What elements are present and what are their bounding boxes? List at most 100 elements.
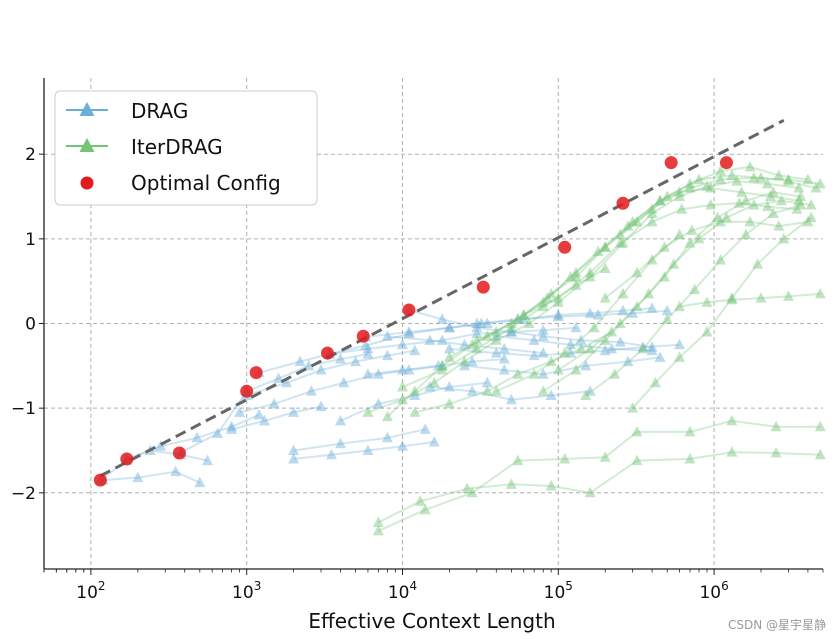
legend: DRAG IterDRAG Optimal Config [54,90,318,206]
series-point-drag [498,342,510,354]
series-point-iterdrag [436,364,448,375]
series-point-drag [288,444,300,455]
series-point-iterdrag [793,182,805,193]
series-point-iterdrag [689,283,701,295]
series-point-drag [565,338,577,350]
series-line-iterdrag [631,216,812,409]
series-point-iterdrag [676,203,688,214]
series-point-iterdrag [362,406,374,417]
series-point-drag [458,359,470,371]
series-point-iterdrag [552,296,564,307]
series-point-iterdrag [764,190,776,202]
series-line-drag [239,364,443,414]
series-line-drag [258,322,482,374]
series-point-iterdrag [414,495,426,506]
series-point-drag [674,338,686,350]
series-point-iterdrag [684,452,696,464]
series-point-iterdrag [458,355,470,367]
series-point-drag [403,327,415,339]
series-point-iterdrag [674,228,686,240]
series-point-iterdrag [748,198,760,210]
optimal-layer [93,156,733,487]
series-point-drag [490,330,502,341]
series-point-iterdrag [805,198,817,210]
series-point-drag [362,368,374,379]
series-point-drag [552,309,564,320]
series-point-iterdrag [599,451,611,462]
series-line-drag [365,307,653,338]
series-point-drag [570,321,582,333]
series-point-drag [280,376,292,388]
series-point-drag [335,414,347,426]
series-point-drag [305,385,317,396]
series-point-drag [606,342,618,354]
series-point-iterdrag [528,368,540,379]
watermark-text: CSDN @星宇星静 [728,618,826,632]
series-point-iterdrag [545,355,557,367]
series-point-drag [381,330,393,341]
series-point-drag [372,397,384,409]
series-point-drag [505,325,517,337]
series-point-iterdrag [643,287,655,299]
series-point-drag [338,376,350,388]
series-point-iterdrag [715,254,727,265]
series-point-iterdrag [443,351,455,362]
series-point-iterdrag [791,203,803,214]
series-point-drag [614,336,626,347]
series-point-drag [409,389,421,400]
series-point-drag [471,321,483,333]
series-point-iterdrag [646,215,658,227]
series-point-drag [537,347,549,358]
series-point-iterdrag [693,173,705,185]
series-point-drag [170,465,182,477]
series-point-iterdrag [559,347,571,358]
series-line-iterdrag [377,451,821,524]
series-point-iterdrag [793,194,805,206]
series-point-iterdrag [523,317,535,328]
series-line-drag [449,343,680,357]
optimal-config-point [93,473,107,487]
series-point-iterdrag [631,425,643,437]
series-point-drag [466,385,478,396]
series-point-drag [362,444,374,455]
series-point-iterdrag [436,359,448,371]
optimal-config-point [402,303,416,317]
series-point-iterdrag [814,177,826,189]
series-point-iterdrag [565,270,577,282]
series-point-drag [545,389,557,400]
series-point-drag [335,437,347,449]
series-point-iterdrag [686,224,698,235]
series-point-drag [498,353,510,364]
series-point-iterdrag [570,266,582,278]
series-point-drag [325,448,337,460]
series-point-iterdrag [537,300,549,312]
series-point-iterdrag [674,186,686,197]
series-point-iterdrag [599,262,611,273]
series-point-iterdrag [372,516,384,527]
series-point-drag [315,400,327,411]
series-line-drag [180,353,369,454]
series-point-iterdrag [715,173,727,185]
series-line-iterdrag [679,292,821,308]
series-point-iterdrag [684,425,696,437]
series-line-iterdrag [377,419,821,532]
optimal-config-point [476,280,490,294]
series-point-drag [466,355,478,367]
series-point-drag [362,347,374,359]
series-point-drag [436,334,448,345]
series-point-drag [512,313,524,324]
series-point-drag [552,310,564,322]
series-point-iterdrag [599,241,611,252]
series-point-iterdrag [614,228,626,240]
series-point-iterdrag [570,364,582,375]
series-point-iterdrag [646,207,658,218]
series-point-iterdrag [627,402,639,413]
series-point-iterdrag [372,524,384,536]
series-point-drag [253,408,265,420]
series-point-iterdrag [726,293,738,305]
series-point-iterdrag [599,334,611,345]
series-point-drag [288,452,300,464]
series-point-iterdrag [770,447,782,458]
series-line-iterdrag [585,204,802,397]
